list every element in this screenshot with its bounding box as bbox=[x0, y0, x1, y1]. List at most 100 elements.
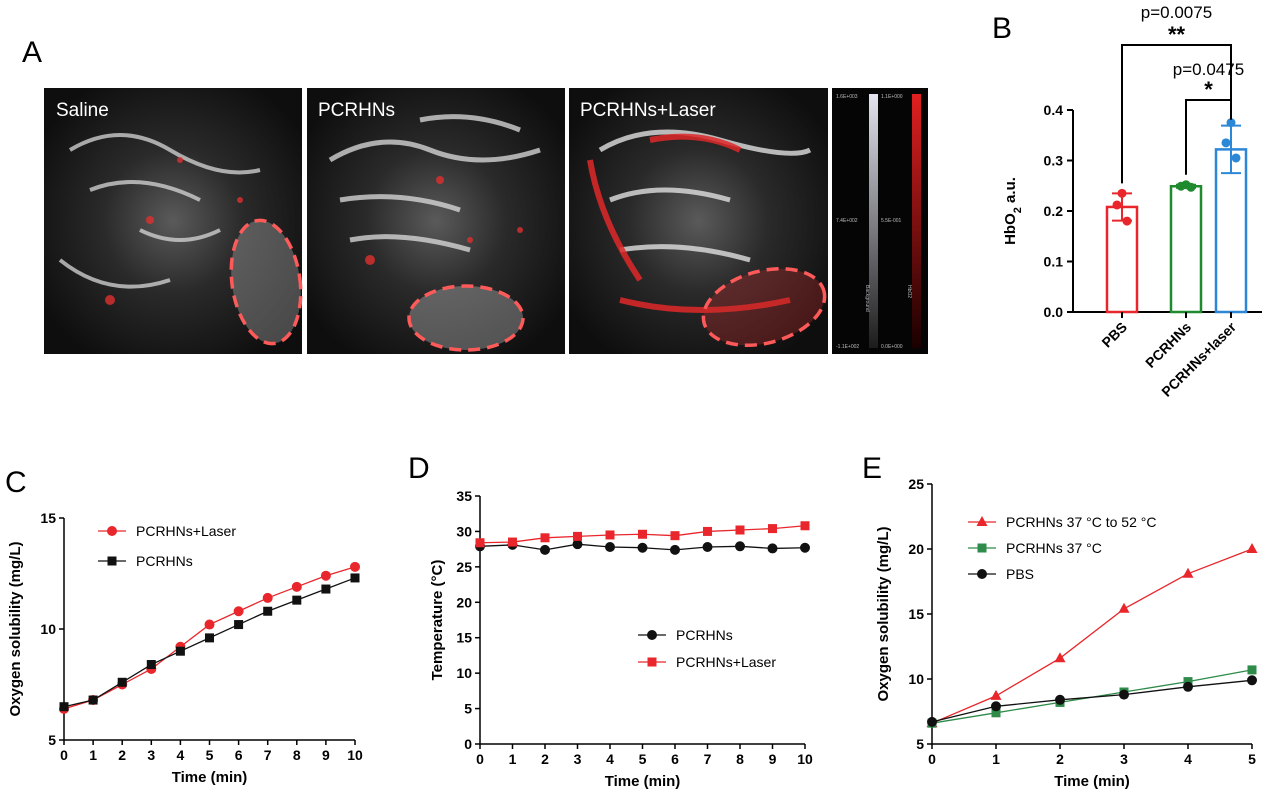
bar bbox=[1105, 205, 1139, 314]
y-tick-label: 5 bbox=[916, 736, 924, 752]
x-tick-label: 5 bbox=[639, 751, 647, 767]
data-point bbox=[605, 530, 615, 540]
data-point bbox=[540, 544, 550, 555]
legend-label: PCRHNs 37 °C to 52 °C bbox=[1006, 514, 1156, 530]
data-point bbox=[767, 543, 778, 554]
y-tick-label: 20 bbox=[456, 594, 472, 610]
x-tick-label: PBS bbox=[1098, 319, 1130, 351]
data-point bbox=[735, 525, 745, 535]
data-point bbox=[1246, 543, 1258, 553]
panel-letter-d: D bbox=[408, 452, 430, 485]
legend-marker bbox=[107, 526, 117, 536]
data-point bbox=[1119, 689, 1129, 700]
colorbar-red-min: 0.0E+000 bbox=[881, 344, 903, 350]
data-point bbox=[1182, 567, 1194, 578]
bar bbox=[1169, 185, 1203, 314]
x-tick-label: 4 bbox=[606, 751, 614, 767]
y-tick-label: 5 bbox=[48, 732, 56, 748]
data-point bbox=[800, 542, 810, 553]
data-point bbox=[702, 542, 713, 553]
data-point bbox=[350, 573, 360, 583]
legend-label: PCRHNs 37 °C bbox=[1006, 540, 1102, 556]
x-tick-label: 8 bbox=[736, 751, 744, 767]
p-value-label: p=0.0075 bbox=[1141, 3, 1212, 22]
data-point bbox=[703, 526, 712, 536]
y-axis-title-suffix: a.u. bbox=[1002, 177, 1019, 207]
data-point bbox=[990, 689, 1002, 700]
panel-letter-b: B bbox=[992, 12, 1012, 45]
data-point bbox=[1231, 153, 1241, 163]
data-point bbox=[263, 606, 273, 616]
chart-d: 0 1 2 3 4 5 6 7 8 9 10 0 5 10 15 20 25 30 35 Time (min) Temp… bbox=[429, 488, 813, 790]
x-tick-label: 9 bbox=[322, 747, 330, 763]
colorbar-red-max: 1.1E+000 bbox=[881, 94, 903, 100]
legend-label: PCRHNs bbox=[136, 553, 193, 569]
panel-letter-a: A bbox=[22, 36, 42, 69]
x-tick-label: 5 bbox=[206, 747, 214, 763]
legend-label: PCRHNs+Laser bbox=[676, 654, 776, 670]
data-point bbox=[605, 542, 615, 553]
data-point bbox=[1221, 138, 1231, 148]
chart-c: 0 1 2 3 4 5 6 7 8 9 10 5 10 15 Time (min) Oxygen solubi… bbox=[7, 510, 363, 786]
significance-stars: ** bbox=[1168, 22, 1186, 47]
legend-marker bbox=[977, 543, 987, 553]
data-point bbox=[670, 531, 680, 541]
x-tick-label: 0 bbox=[928, 751, 936, 767]
colorbar-gray-label: Background bbox=[864, 285, 870, 312]
x-tick-label: 3 bbox=[1120, 751, 1128, 767]
colorbar-gray-mid: 7.4E+002 bbox=[836, 218, 858, 224]
y-axis-title: HbO2 a.u. bbox=[1002, 177, 1024, 245]
data-point bbox=[638, 529, 647, 539]
panel-c: C 0 1 2 3 4 5 6 7 8 9 10 5 10 15 Time (min) Oxygen solu… bbox=[5, 466, 363, 786]
data-point bbox=[1247, 665, 1257, 675]
y-tick-label: 0.4 bbox=[1044, 102, 1064, 118]
legend-label: PCRHNs+Laser bbox=[136, 523, 236, 539]
data-point bbox=[670, 544, 680, 555]
image-label-pcrhns: PCRHNs bbox=[318, 100, 395, 121]
x-axis-title: Time (min) bbox=[605, 773, 681, 790]
y-axis-title-main: HbO bbox=[1002, 213, 1019, 245]
image-label-saline: Saline bbox=[56, 100, 109, 121]
x-tick-label: 3 bbox=[147, 747, 155, 763]
y-tick-label: 35 bbox=[456, 488, 472, 504]
legend-marker bbox=[647, 657, 657, 667]
colorbar-red-label: HbO2 bbox=[906, 285, 912, 298]
data-point bbox=[320, 570, 331, 581]
data-point bbox=[1183, 677, 1193, 687]
data-point bbox=[735, 541, 745, 552]
y-tick-label: 20 bbox=[908, 541, 924, 557]
data-point bbox=[637, 542, 648, 553]
colorbar-red-scale bbox=[912, 94, 921, 348]
x-axis-title: Time (min) bbox=[1054, 773, 1130, 790]
image-pcrhns-laser: PCRHNs+Laser bbox=[569, 88, 828, 354]
data-point bbox=[1117, 188, 1127, 198]
y-tick-label: 15 bbox=[40, 510, 56, 526]
data-point bbox=[234, 620, 244, 630]
colorbar: 1.6E+003 7.4E+002 -1.1E+002 1.1E+000 5.5… bbox=[832, 88, 928, 354]
image-pcrhns: PCRHNs bbox=[307, 88, 565, 354]
x-tick-label: 9 bbox=[769, 751, 777, 767]
data-point bbox=[1247, 675, 1257, 686]
data-point bbox=[1054, 652, 1066, 663]
data-point bbox=[204, 619, 215, 630]
significance-bracket bbox=[1121, 44, 1232, 184]
x-tick-label: 1 bbox=[992, 751, 1000, 767]
series-line bbox=[931, 679, 1253, 723]
panel-letter-e: E bbox=[862, 452, 882, 485]
data-point bbox=[927, 716, 937, 727]
data-point bbox=[1176, 181, 1186, 191]
data-point bbox=[175, 646, 185, 656]
image-saline: Saline bbox=[44, 88, 303, 354]
colorbar-gray-min: -1.1E+002 bbox=[836, 344, 859, 350]
y-tick-label: 0.3 bbox=[1044, 153, 1064, 169]
legend-marker bbox=[107, 556, 117, 566]
y-tick-label: 10 bbox=[40, 621, 56, 637]
data-point bbox=[800, 521, 810, 531]
data-point bbox=[573, 531, 582, 541]
data-point bbox=[1112, 200, 1122, 210]
data-point bbox=[146, 660, 156, 670]
colorbar-gray-scale bbox=[869, 94, 878, 348]
data-point bbox=[233, 606, 244, 617]
